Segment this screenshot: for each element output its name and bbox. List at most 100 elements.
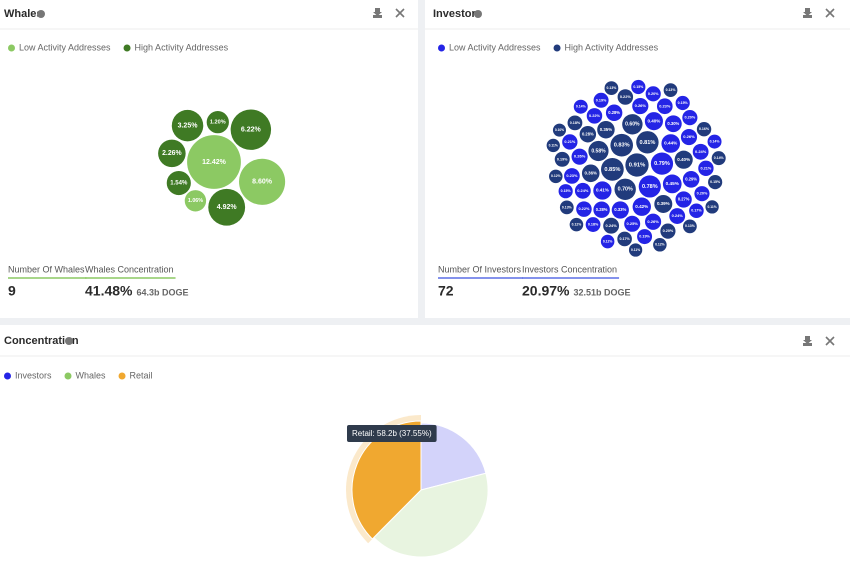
legend-label: High Activity Addresses: [135, 42, 229, 52]
bubble-label: 0.11%: [631, 248, 640, 252]
bubble: [662, 174, 682, 194]
bubble: [680, 128, 698, 146]
bubble: [705, 200, 719, 214]
bubble: [689, 203, 704, 219]
tooltip-box: [347, 425, 437, 442]
bubble-label: 0.16%: [699, 127, 710, 131]
bubble: [694, 186, 710, 202]
bubble-label: 0.19%: [639, 235, 650, 239]
bubble: [581, 164, 600, 183]
bubble-label: 0.85%: [604, 167, 620, 173]
download-icon[interactable]: [803, 8, 812, 18]
bubble: [585, 217, 601, 232]
stat-value: 41.48%: [85, 283, 133, 299]
bubble-label: 0.15%: [710, 180, 721, 184]
bubble-label: 0.15%: [561, 189, 572, 193]
bubble-label: 0.11%: [549, 143, 558, 147]
download-icon[interactable]: [373, 8, 382, 18]
bubble-label: 0.25%: [627, 221, 639, 226]
legend-marker: [64, 372, 72, 380]
bubble: [628, 243, 643, 257]
help-icon[interactable]: [37, 10, 45, 18]
bubble: [622, 114, 643, 135]
bubble: [664, 115, 682, 133]
bubble: [692, 143, 709, 160]
bubble: [239, 158, 286, 205]
bubble: [158, 139, 186, 168]
bubble-label: 0.44%: [664, 141, 677, 146]
bubble: [558, 184, 573, 199]
bubble-label: 0.45%: [666, 181, 680, 186]
expand-icon[interactable]: [825, 336, 835, 346]
bubble: [184, 190, 207, 212]
bubble-label: 4.92%: [217, 204, 238, 211]
bubble-label: 0.13%: [685, 224, 695, 228]
bubble: [549, 169, 563, 184]
bubble: [230, 109, 272, 150]
bubble-label: 0.11%: [707, 205, 716, 209]
bubble-label: 0.26%: [574, 154, 586, 159]
tooltip: Retail: 58.2b (37.55%): [347, 425, 437, 442]
bubble: [567, 115, 583, 131]
stat-label: Whales Concentration: [85, 264, 174, 274]
bubble-label: 0.29%: [685, 176, 697, 181]
bubble: [654, 194, 673, 213]
bubble-label: 12.42%: [202, 159, 227, 166]
bubble: [638, 175, 661, 198]
bubble: [610, 133, 633, 157]
bubble-label: 0.79%: [654, 161, 670, 167]
bubble: [707, 134, 722, 149]
bubble: [675, 95, 690, 111]
bubble: [650, 152, 674, 175]
stat-value: 9: [8, 283, 16, 299]
bubble: [588, 140, 609, 162]
expand-icon[interactable]: [395, 8, 405, 18]
bubble-label: 0.22%: [578, 206, 590, 211]
bubble-label: 0.21%: [564, 140, 575, 144]
bubble: [603, 217, 620, 234]
tooltip-text: Retail: 58.2b (37.55%): [352, 429, 432, 438]
bubble: [653, 238, 667, 252]
bubble-label: 0.14%: [710, 139, 720, 143]
panel-title: Investors: [433, 8, 482, 20]
legend-label: Whales: [76, 370, 107, 380]
bubble-label: 1.20%: [210, 120, 226, 126]
panel-title: Concentration: [4, 335, 79, 347]
bubble-label: 0.27%: [678, 197, 690, 202]
bubble: [674, 150, 693, 169]
panel-title: Whales: [4, 8, 43, 20]
bubble: [682, 110, 698, 126]
bubble: [611, 201, 629, 219]
bubble: [645, 213, 662, 230]
bubble-label: 0.83%: [614, 143, 630, 149]
bubble: [683, 219, 697, 234]
bubble: [625, 153, 649, 177]
help-icon[interactable]: [474, 10, 482, 18]
bubble-label: 0.35%: [600, 127, 612, 132]
bubble-label: 0.26%: [647, 219, 659, 224]
bubble-label: 0.24%: [672, 213, 684, 218]
bubble: [711, 151, 726, 166]
bubble-label: 0.20%: [685, 116, 696, 120]
bubble-label: 0.26%: [683, 134, 695, 139]
bubble: [614, 178, 636, 200]
bubble-label: 0.24%: [606, 223, 618, 228]
bubble-label: 0.12%: [603, 239, 613, 243]
bubble: [708, 175, 723, 190]
concentration-panel: [0, 325, 850, 582]
bubble-label: 3.25%: [178, 122, 199, 129]
bubble-label: 0.19%: [596, 98, 607, 102]
bubble-label: 0.14%: [576, 105, 586, 109]
bubble-label: 0.12%: [572, 223, 582, 227]
bubble: [166, 170, 191, 196]
bubble-label: 0.15%: [633, 85, 644, 89]
bubble: [552, 123, 566, 137]
bubble: [593, 181, 612, 200]
help-icon[interactable]: [65, 337, 73, 345]
bubble-label: 0.58%: [591, 148, 606, 154]
download-icon[interactable]: [803, 336, 812, 346]
bubble-label: 0.23%: [659, 103, 671, 108]
bubble: [605, 104, 623, 122]
expand-icon[interactable]: [825, 8, 835, 18]
